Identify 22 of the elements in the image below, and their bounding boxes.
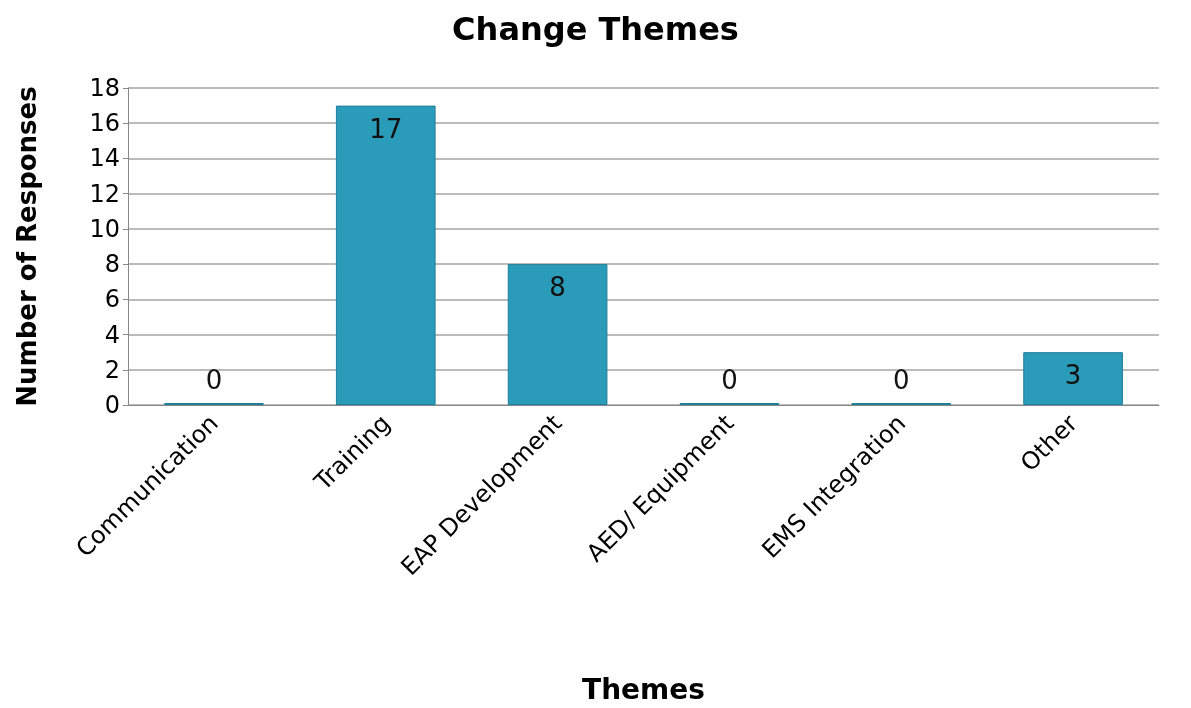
- y-tick-label: 8: [104, 250, 120, 279]
- y-tick-label: 4: [104, 320, 120, 349]
- data-label: 17: [369, 113, 403, 144]
- chart-title: Change Themes: [452, 10, 739, 48]
- bar: [507, 264, 608, 405]
- y-tick-label: 0: [104, 391, 120, 419]
- data-label: 0: [721, 365, 738, 395]
- bar: [1023, 352, 1123, 405]
- y-tick-label: 18: [89, 74, 120, 102]
- x-axis-title: Themes: [582, 672, 705, 706]
- bar: [335, 105, 436, 405]
- y-tick-label: 10: [89, 214, 120, 243]
- y-tick-label: 6: [104, 285, 120, 314]
- y-axis-title: Number of Responses: [12, 86, 42, 407]
- data-label: 3: [1064, 360, 1082, 391]
- y-tick-label: 12: [89, 179, 120, 208]
- data-label: 8: [549, 272, 566, 303]
- data-label: 0: [205, 365, 223, 395]
- data-label: 0: [892, 365, 910, 395]
- y-tick-label: 2: [104, 355, 120, 384]
- y-tick-label: 16: [89, 109, 120, 138]
- y-tick-label: 14: [89, 144, 120, 173]
